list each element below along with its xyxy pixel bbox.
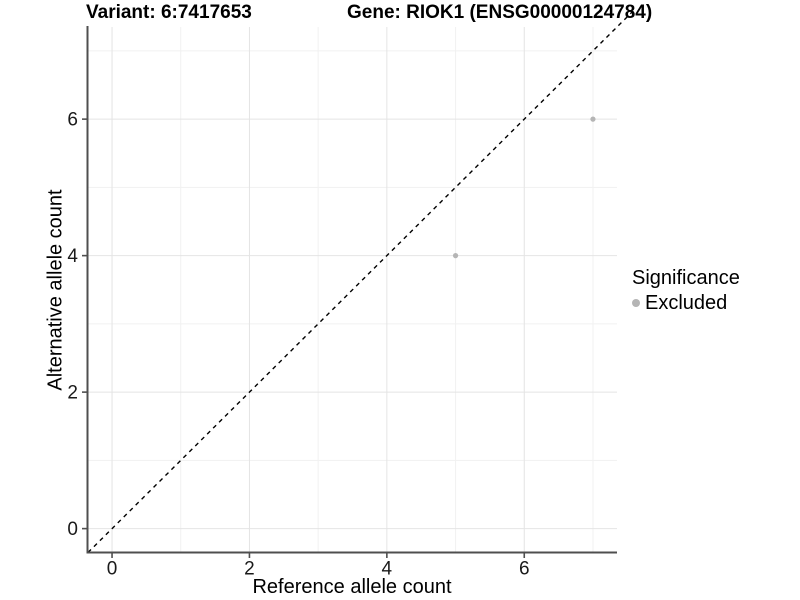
- y-axis-title: Alternative allele count: [44, 189, 67, 391]
- identity-dashed-line: [87, 9, 635, 553]
- x-tick-label: 2: [244, 559, 255, 580]
- variant-title: Variant: 6:7417653: [86, 2, 252, 23]
- legend-title: Significance: [632, 267, 740, 289]
- y-tick-label: 4: [67, 246, 78, 267]
- y-tick-label: 0: [67, 519, 78, 540]
- y-tick-label: 2: [67, 383, 78, 404]
- data-point: [452, 253, 459, 259]
- gene-title: Gene: RIOK1 (ENSG00000124784): [347, 2, 653, 23]
- data-point: [590, 116, 596, 122]
- legend-item-excluded: Excluded: [632, 292, 740, 314]
- x-tick-label: 0: [107, 559, 118, 580]
- legend: Significance Excluded: [632, 267, 740, 314]
- x-axis-title: Reference allele count: [252, 576, 452, 598]
- x-tick-label: 4: [382, 559, 393, 580]
- legend-item-label: Excluded: [645, 292, 728, 314]
- excluded-point-icon: [632, 299, 640, 307]
- y-tick-label: 6: [67, 110, 78, 131]
- x-tick-label: 6: [519, 559, 530, 580]
